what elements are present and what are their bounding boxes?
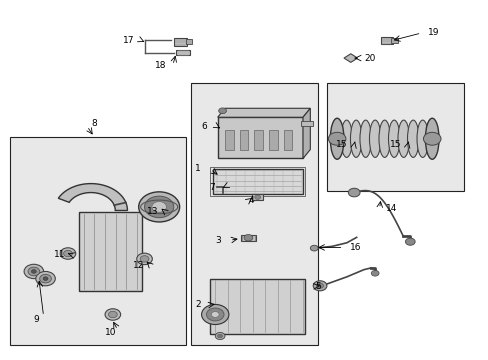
Bar bbox=[173, 38, 187, 45]
Text: 11: 11 bbox=[53, 250, 65, 259]
Circle shape bbox=[63, 250, 72, 257]
Bar bbox=[190, 83, 317, 345]
Ellipse shape bbox=[359, 120, 370, 157]
Circle shape bbox=[105, 309, 121, 320]
Bar bbox=[252, 194, 263, 200]
Circle shape bbox=[24, 264, 43, 279]
Circle shape bbox=[217, 334, 222, 338]
Circle shape bbox=[36, 271, 55, 286]
Bar bbox=[185, 39, 191, 44]
Circle shape bbox=[139, 192, 179, 222]
Polygon shape bbox=[58, 184, 127, 211]
Text: 15: 15 bbox=[336, 140, 347, 149]
Text: 15: 15 bbox=[389, 140, 401, 149]
Circle shape bbox=[40, 274, 51, 283]
Circle shape bbox=[328, 132, 345, 145]
Circle shape bbox=[347, 188, 359, 197]
Text: 7: 7 bbox=[208, 183, 214, 192]
Text: 20: 20 bbox=[364, 54, 375, 63]
Ellipse shape bbox=[378, 120, 389, 157]
Circle shape bbox=[218, 108, 226, 114]
Text: 8: 8 bbox=[91, 119, 97, 128]
Ellipse shape bbox=[340, 120, 352, 157]
Ellipse shape bbox=[397, 120, 408, 157]
Bar bbox=[212, 169, 303, 194]
Text: 18: 18 bbox=[155, 61, 166, 70]
Text: 17: 17 bbox=[122, 36, 134, 45]
Circle shape bbox=[244, 234, 252, 241]
Text: 5: 5 bbox=[315, 282, 321, 291]
Circle shape bbox=[60, 248, 76, 259]
Polygon shape bbox=[217, 108, 310, 117]
Circle shape bbox=[31, 270, 36, 273]
Bar bbox=[210, 279, 305, 334]
Circle shape bbox=[310, 245, 318, 251]
Text: 6: 6 bbox=[201, 122, 207, 131]
Ellipse shape bbox=[369, 120, 380, 157]
Circle shape bbox=[201, 305, 228, 324]
Circle shape bbox=[316, 283, 323, 288]
Ellipse shape bbox=[407, 120, 418, 157]
Bar bbox=[390, 39, 397, 43]
Circle shape bbox=[405, 238, 414, 245]
Circle shape bbox=[370, 270, 378, 276]
Bar bbox=[336, 126, 431, 152]
Bar bbox=[10, 137, 185, 345]
Circle shape bbox=[254, 195, 260, 199]
Ellipse shape bbox=[331, 120, 342, 157]
Text: 16: 16 bbox=[349, 243, 361, 252]
Circle shape bbox=[423, 132, 440, 145]
Text: 1: 1 bbox=[195, 164, 201, 173]
Bar bbox=[268, 130, 277, 149]
Circle shape bbox=[108, 311, 117, 318]
Circle shape bbox=[140, 256, 149, 262]
Circle shape bbox=[211, 312, 219, 318]
Ellipse shape bbox=[387, 120, 399, 157]
Bar bbox=[300, 121, 312, 126]
Circle shape bbox=[313, 281, 326, 291]
Text: 12: 12 bbox=[132, 261, 143, 270]
Text: 3: 3 bbox=[214, 236, 220, 245]
Circle shape bbox=[144, 196, 173, 218]
Polygon shape bbox=[343, 54, 357, 62]
Text: 14: 14 bbox=[386, 204, 397, 213]
Ellipse shape bbox=[330, 118, 343, 159]
Circle shape bbox=[206, 308, 224, 321]
Bar bbox=[254, 130, 263, 149]
Circle shape bbox=[137, 253, 152, 265]
Circle shape bbox=[43, 277, 48, 280]
Text: 4: 4 bbox=[248, 195, 254, 204]
Polygon shape bbox=[303, 108, 310, 158]
Ellipse shape bbox=[350, 120, 361, 157]
Ellipse shape bbox=[425, 118, 438, 159]
Bar bbox=[380, 37, 392, 44]
Bar bbox=[241, 234, 255, 241]
Circle shape bbox=[215, 332, 224, 339]
Bar bbox=[239, 130, 248, 149]
Circle shape bbox=[152, 202, 166, 212]
Bar bbox=[327, 83, 463, 191]
Text: 9: 9 bbox=[33, 315, 39, 324]
Circle shape bbox=[28, 267, 40, 276]
Ellipse shape bbox=[416, 120, 427, 157]
Bar bbox=[79, 212, 142, 291]
Bar bbox=[210, 167, 305, 196]
Bar bbox=[176, 50, 189, 55]
Text: 10: 10 bbox=[104, 328, 116, 337]
Text: 2: 2 bbox=[195, 300, 201, 309]
Bar bbox=[224, 130, 233, 149]
Text: 19: 19 bbox=[427, 28, 439, 37]
Bar bbox=[283, 130, 292, 149]
Text: 13: 13 bbox=[147, 207, 158, 216]
Bar bbox=[217, 117, 303, 158]
